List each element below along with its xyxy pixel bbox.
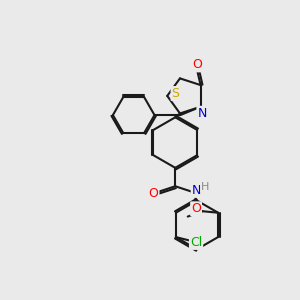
Text: H: H: [201, 182, 209, 192]
Text: O: O: [191, 202, 201, 215]
Text: N: N: [192, 184, 201, 197]
Text: S: S: [172, 87, 180, 100]
Text: N: N: [197, 107, 207, 120]
Text: O: O: [192, 58, 202, 71]
Text: Cl: Cl: [190, 236, 202, 249]
Text: O: O: [148, 188, 158, 200]
